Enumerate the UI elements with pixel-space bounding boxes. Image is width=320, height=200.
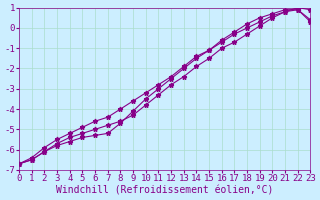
X-axis label: Windchill (Refroidissement éolien,°C): Windchill (Refroidissement éolien,°C) [56, 186, 274, 196]
